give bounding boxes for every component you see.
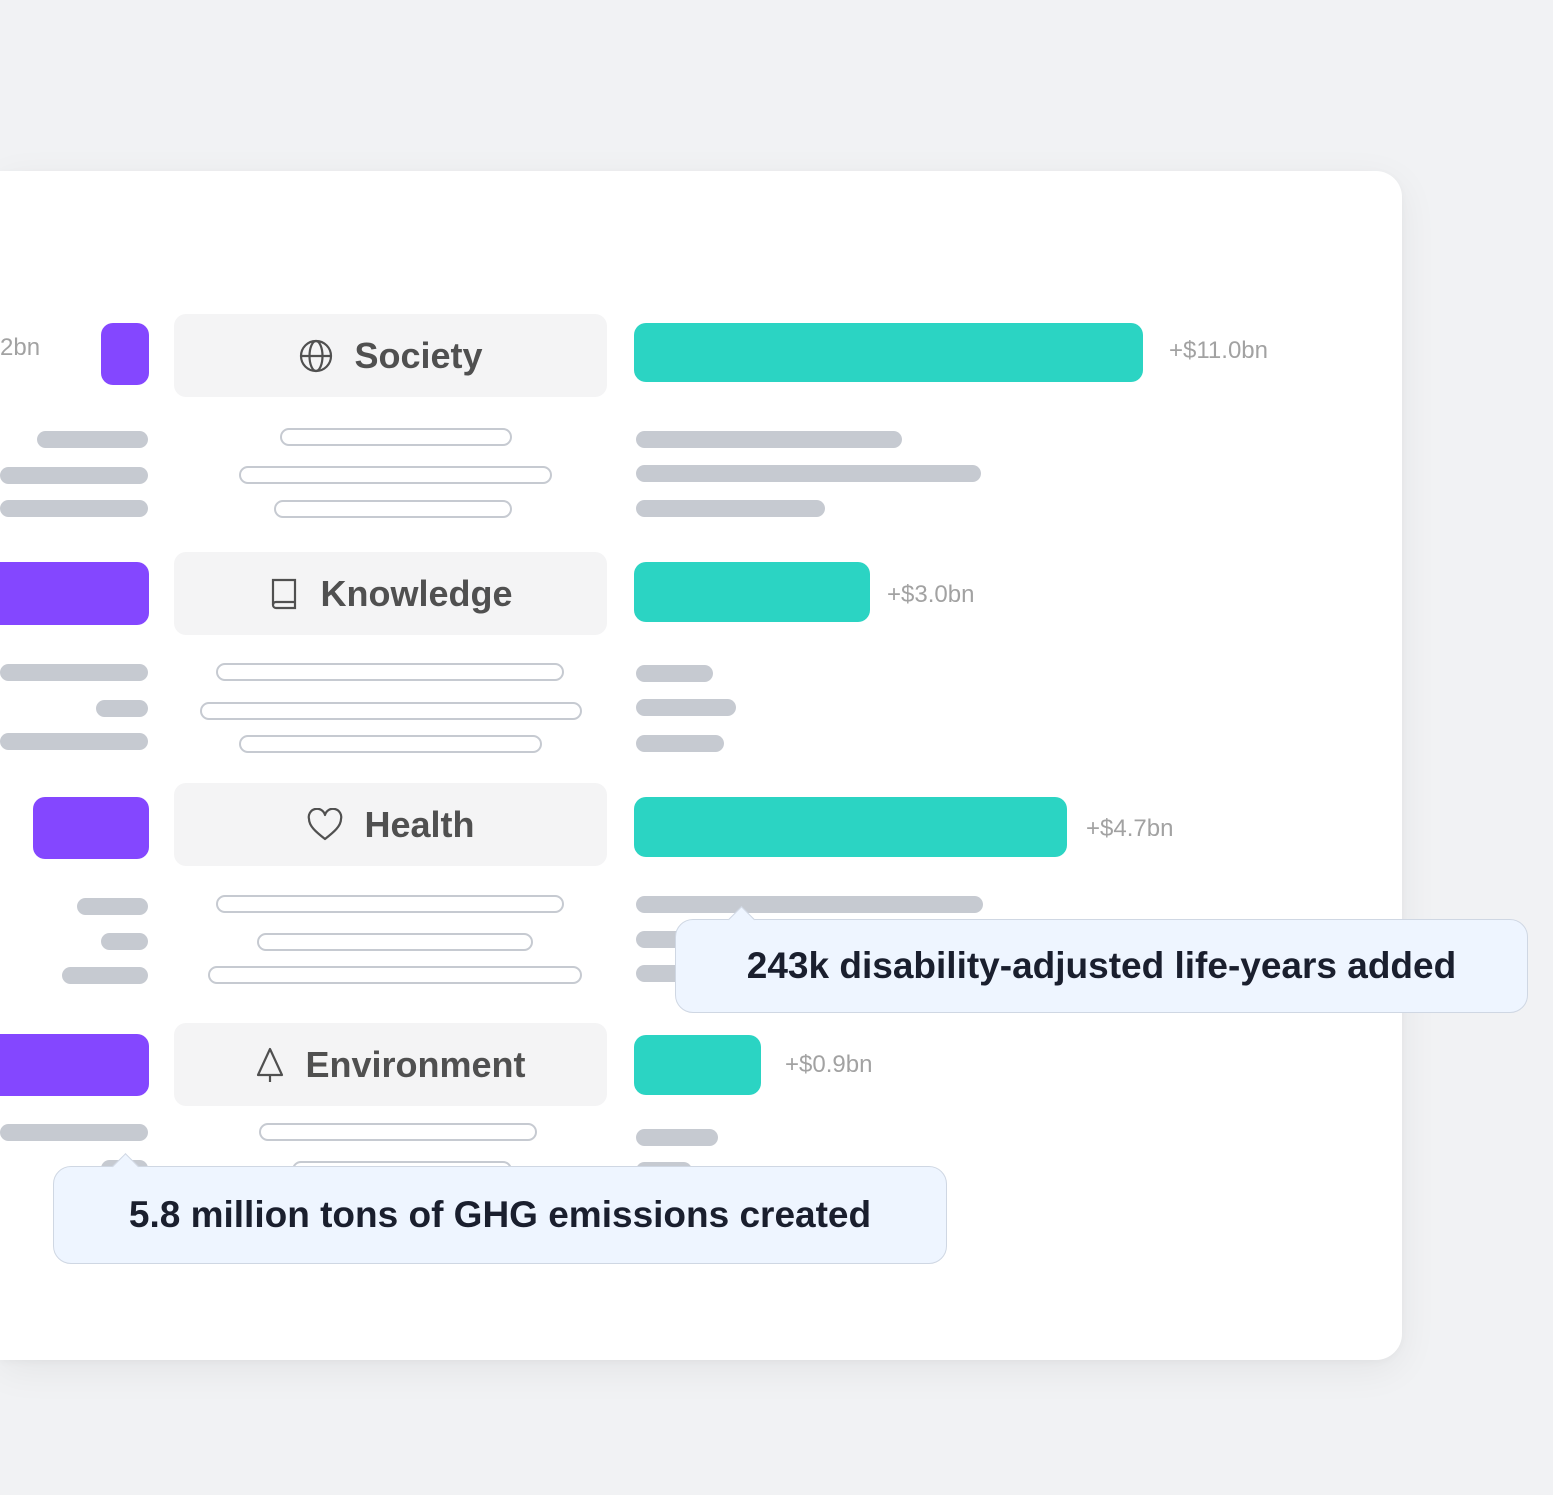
society-positive-bar[interactable] [634,323,1143,382]
placeholder-outline [208,966,582,984]
knowledge-positive-bar[interactable] [634,562,870,622]
placeholder-outline [274,500,512,518]
placeholder-line [77,898,148,915]
placeholder-outline [257,933,533,951]
society-negative-value: 2bn [0,334,41,361]
placeholder-outline [280,428,512,446]
health-tooltip: 243k disability-adjusted life-years adde… [675,906,1528,1013]
environment-tooltip-text: 5.8 million tons of GHG emissions create… [128,1194,872,1235]
placeholder-line [636,896,983,913]
health-negative-bar[interactable] [33,797,149,859]
placeholder-line [37,431,148,448]
placeholder-line [0,500,148,517]
placeholder-outline [239,466,552,484]
knowledge-label: Knowledge [320,572,513,614]
placeholder-line [636,431,902,448]
health-label: Health [364,803,475,845]
health-label-box[interactable]: Health [174,783,607,866]
heart-icon [306,807,344,842]
placeholder-line [636,699,736,716]
placeholder-outline [216,895,564,913]
health-tooltip-text: 243k disability-adjusted life-years adde… [746,945,1457,986]
placeholder-line [0,733,148,750]
placeholder-line [636,1129,718,1146]
tree-icon [255,1046,285,1084]
health-positive-bar[interactable] [634,797,1067,857]
placeholder-outline [259,1123,537,1141]
placeholder-line [101,933,148,950]
knowledge-negative-bar[interactable] [0,562,149,625]
environment-negative-bar[interactable] [0,1034,149,1096]
placeholder-outline [239,735,542,753]
placeholder-line [0,467,148,484]
placeholder-line [636,465,981,482]
society-negative-bar[interactable] [101,323,149,385]
health-positive-value: +$4.7bn [1086,815,1174,842]
knowledge-positive-value: +$3.0bn [887,581,975,608]
environment-positive-bar[interactable] [634,1035,761,1095]
society-label: Society [354,334,483,376]
placeholder-line [0,664,148,681]
placeholder-line [636,735,724,752]
environment-tooltip: 5.8 million tons of GHG emissions create… [53,1153,947,1264]
environment-label: Environment [305,1043,526,1085]
globe-icon [298,338,334,374]
knowledge-label-box[interactable]: Knowledge [174,552,607,635]
book-icon [268,576,300,612]
society-positive-value: +$11.0bn [1169,337,1268,364]
placeholder-line [0,1124,148,1141]
placeholder-line [636,665,713,682]
placeholder-outline [200,702,582,720]
placeholder-line [96,700,148,717]
placeholder-outline [216,663,564,681]
placeholder-line [62,967,148,984]
environment-label-box[interactable]: Environment [174,1023,607,1106]
placeholder-line [636,500,825,517]
environment-positive-value: +$0.9bn [785,1051,873,1078]
society-label-box[interactable]: Society [174,314,607,397]
impact-card: 2bn Society +$11.0bn Knowledge +$3.0 [0,171,1402,1360]
